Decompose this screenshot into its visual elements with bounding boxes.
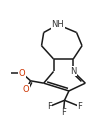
Text: F: F (61, 108, 66, 117)
Text: O: O (23, 85, 30, 94)
Text: NH: NH (52, 20, 64, 29)
Text: N: N (70, 67, 76, 76)
Text: F: F (47, 102, 52, 111)
Text: F: F (77, 102, 82, 111)
Text: O: O (19, 69, 25, 77)
